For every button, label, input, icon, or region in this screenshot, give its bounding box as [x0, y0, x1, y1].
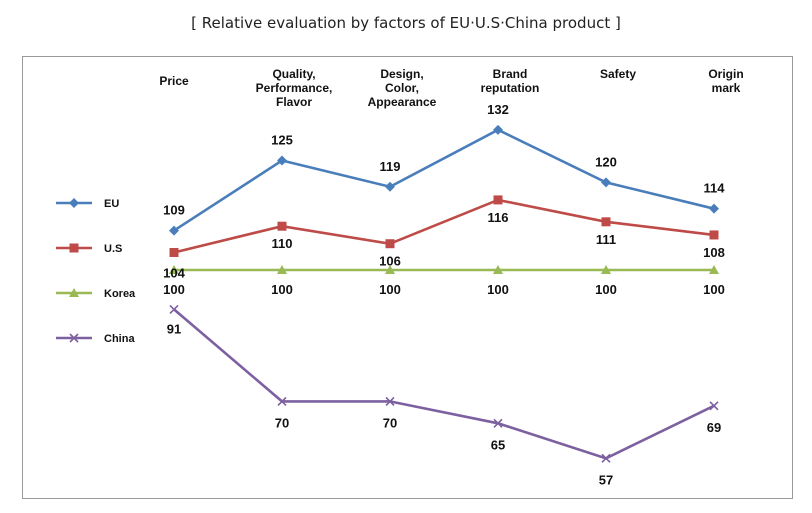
category-label: Origin mark: [708, 67, 743, 95]
data-label: 119: [380, 159, 401, 174]
data-point: [493, 265, 503, 274]
legend-marker: [69, 198, 79, 208]
data-point: [493, 418, 503, 428]
legend-label: U.S: [104, 243, 122, 255]
data-point: [601, 453, 611, 463]
data-label: 109: [163, 203, 185, 218]
data-label: 65: [491, 437, 505, 452]
data-point: [493, 124, 503, 135]
data-labels: 109 125 119 132 120 114 104 110 106 116 111 108 100 1…: [163, 102, 725, 488]
data-label: 132: [487, 102, 509, 117]
data-label: 70: [275, 415, 289, 430]
data-label: 100: [595, 282, 617, 297]
data-label: 104: [163, 265, 185, 280]
chart-title: [ Relative evaluation by factors of EU·U…: [191, 14, 621, 32]
data-point: [385, 265, 395, 274]
data-point: [601, 217, 611, 227]
data-label: 110: [272, 236, 293, 251]
data-point: [169, 225, 179, 236]
data-point: [709, 265, 719, 274]
data-point: [277, 155, 287, 166]
category-labels: Price Quality, Performance, Flavor Design, Co…: [159, 67, 743, 109]
data-label: 114: [704, 181, 726, 196]
series-line-us: [173, 198, 715, 254]
category-label: Safety: [600, 67, 636, 81]
data-label: 125: [271, 133, 293, 148]
category-label: Design, Color, Appearance: [368, 67, 437, 109]
data-label: 100: [271, 282, 293, 297]
data-label: 70: [383, 415, 397, 430]
data-label: 108: [703, 245, 725, 260]
data-label: 69: [707, 420, 721, 435]
data-point: [277, 265, 287, 274]
data-label: 120: [595, 154, 617, 169]
legend-label: China: [104, 333, 135, 345]
data-point: [277, 221, 287, 231]
legend: EU U.S Korea China: [56, 198, 136, 345]
data-point: [385, 239, 395, 249]
data-label: 57: [599, 472, 613, 487]
legend-label: Korea: [104, 288, 136, 300]
data-label: 100: [703, 282, 725, 297]
category-label: Quality, Performance, Flavor: [256, 67, 333, 109]
data-label: 91: [167, 321, 181, 336]
data-point: [169, 304, 179, 314]
data-point: [169, 265, 179, 274]
category-label: Brand reputation: [481, 67, 540, 95]
data-point: [493, 195, 503, 205]
data-label: 100: [163, 282, 185, 297]
data-point: [277, 396, 287, 406]
data-point: [385, 396, 395, 406]
data-point: [601, 177, 611, 188]
category-label: Price: [159, 74, 189, 88]
series-markers: [169, 124, 719, 463]
data-point: [385, 181, 395, 192]
series-line-china: [173, 308, 715, 460]
legend-label: EU: [104, 198, 119, 210]
data-label: 111: [596, 232, 616, 247]
data-point: [709, 203, 719, 214]
data-point: [709, 401, 719, 411]
data-point: [601, 265, 611, 274]
data-point: [169, 247, 179, 257]
chart-frame: [22, 56, 793, 499]
series-line-eu: [173, 128, 715, 232]
data-label: 100: [379, 282, 401, 297]
legend-marker: [69, 243, 79, 253]
data-label: 116: [488, 210, 509, 225]
data-label: 106: [379, 254, 401, 269]
series-lines: [173, 128, 715, 460]
legend-marker: [69, 288, 79, 297]
data-point: [709, 230, 719, 240]
legend-marker: [69, 333, 79, 343]
data-label: 100: [487, 282, 509, 297]
